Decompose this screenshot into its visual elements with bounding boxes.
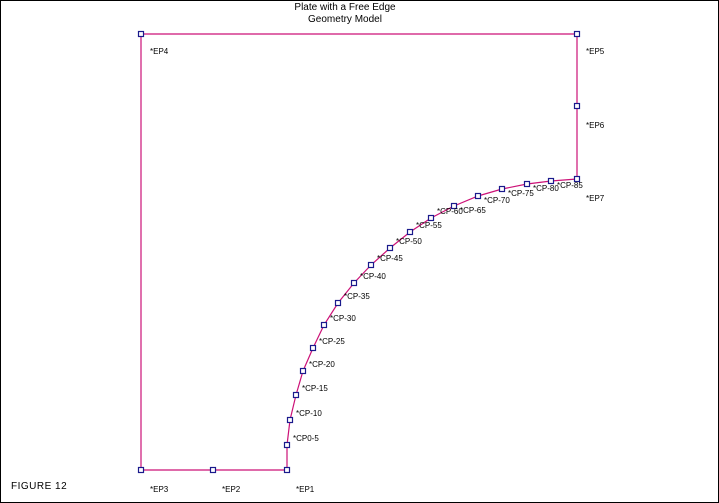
curve-point-marker-12 bbox=[427, 214, 435, 222]
curve-point-label-7: *CP-35 bbox=[344, 292, 370, 301]
curve-point-marker-7 bbox=[334, 299, 342, 307]
curve-point-marker-4 bbox=[299, 367, 307, 375]
curve-point-marker-8 bbox=[350, 279, 358, 287]
edge-point-marker-3 bbox=[137, 466, 145, 474]
curve-point-label-17: *CP-85 bbox=[557, 181, 583, 190]
curve-point-marker-9 bbox=[367, 261, 375, 269]
curve-point-marker-15 bbox=[498, 185, 506, 193]
curve-point-label-8: *CP-40 bbox=[360, 272, 386, 281]
curve-point-label-13: *CP-65 bbox=[460, 206, 486, 215]
curve-point-label-16: *CP-80 bbox=[533, 184, 559, 193]
title-line-2: Geometry Model bbox=[308, 14, 382, 25]
edge-point-marker-2 bbox=[209, 466, 217, 474]
curve-point-label-15: *CP-75 bbox=[508, 189, 534, 198]
curve-point-label-1: *CP0-5 bbox=[293, 434, 319, 443]
point-markers bbox=[137, 30, 581, 474]
edge-point-label-7: *EP7 bbox=[586, 194, 605, 203]
curve-point-marker-6 bbox=[320, 321, 328, 329]
curve-point-marker-14 bbox=[474, 192, 482, 200]
point-labels: *EP1 *EP2 *EP3 *EP4 *EP5 *EP6 *EP7 *CP0-5 *CP-10… bbox=[150, 47, 605, 494]
curve-point-marker-13 bbox=[450, 202, 458, 210]
curve-point-marker-10 bbox=[386, 244, 394, 252]
figure-number-label: FIGURE 12 bbox=[11, 481, 68, 492]
straight-edge-path bbox=[140, 33, 578, 471]
edge-point-marker-6 bbox=[573, 102, 581, 110]
plate-edges bbox=[140, 33, 578, 471]
curve-point-label-12: *CP-60 bbox=[437, 207, 463, 216]
curve-point-label-11: *CP-55 bbox=[416, 221, 442, 230]
curve-point-label-14: *CP-70 bbox=[484, 196, 510, 205]
curve-point-label-3: *CP-15 bbox=[302, 384, 328, 393]
title-line-1: Plate with a Free Edge bbox=[294, 2, 396, 13]
curve-point-marker-16 bbox=[523, 180, 531, 188]
edge-point-label-4: *EP4 bbox=[150, 47, 169, 56]
curve-point-label-4: *CP-20 bbox=[309, 360, 335, 369]
edge-point-label-3: *EP3 bbox=[150, 485, 169, 494]
edge-point-label-6: *EP6 bbox=[586, 121, 605, 130]
edge-point-marker-1 bbox=[283, 466, 291, 474]
edge-point-label-5: *EP5 bbox=[586, 47, 605, 56]
edge-point-label-1: *EP1 bbox=[296, 485, 315, 494]
edge-point-marker-5 bbox=[573, 30, 581, 38]
curve-point-marker-3 bbox=[292, 391, 300, 399]
figure-title: Plate with a Free Edge Geometry Model bbox=[0, 2, 690, 26]
curve-point-marker-17 bbox=[547, 177, 555, 185]
curve-point-marker-1 bbox=[283, 441, 291, 449]
curve-point-marker-2 bbox=[286, 416, 294, 424]
curve-point-marker-5 bbox=[309, 344, 317, 352]
edge-point-marker-4 bbox=[137, 30, 145, 38]
curve-point-label-10: *CP-50 bbox=[396, 237, 422, 246]
curve-point-label-2: *CP-10 bbox=[296, 409, 322, 418]
edge-point-marker-7 bbox=[573, 175, 581, 183]
curve-point-label-9: *CP-45 bbox=[377, 254, 403, 263]
curve-point-label-5: *CP-25 bbox=[319, 337, 345, 346]
edge-point-label-2: *EP2 bbox=[222, 485, 241, 494]
curve-point-label-6: *CP-30 bbox=[330, 314, 356, 323]
curve-point-marker-11 bbox=[406, 228, 414, 236]
